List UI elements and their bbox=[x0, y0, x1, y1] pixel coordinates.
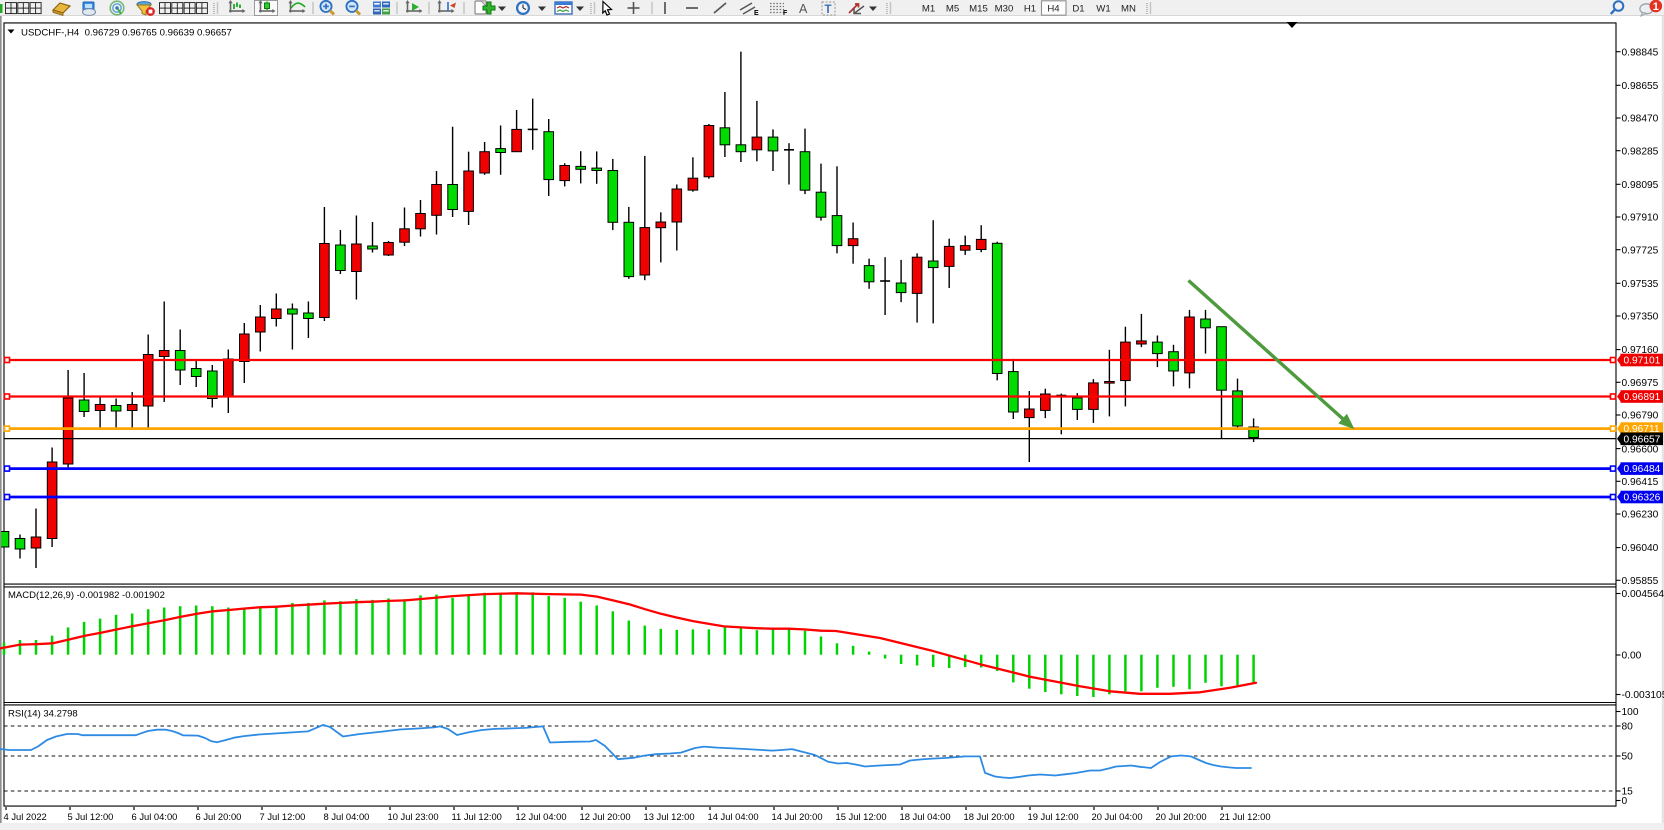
svg-text:0.96415: 0.96415 bbox=[1622, 477, 1659, 488]
svg-text:0.96484: 0.96484 bbox=[1624, 464, 1661, 475]
svg-text:14 Jul 20:00: 14 Jul 20:00 bbox=[772, 811, 823, 822]
svg-text:0.98095: 0.98095 bbox=[1622, 180, 1659, 191]
svg-text:6 Jul 04:00: 6 Jul 04:00 bbox=[132, 811, 178, 822]
svg-text:15 Jul 12:00: 15 Jul 12:00 bbox=[836, 811, 887, 822]
svg-text:MACD(12,26,9) -0.001982 -0.001: MACD(12,26,9) -0.001982 -0.001902 bbox=[8, 590, 165, 601]
svg-text:MN: MN bbox=[1121, 4, 1136, 15]
svg-text:19 Jul 12:00: 19 Jul 12:00 bbox=[1028, 811, 1079, 822]
svg-text:100: 100 bbox=[1622, 707, 1639, 718]
svg-text:0.96326: 0.96326 bbox=[1624, 493, 1661, 504]
svg-text:18 Jul 20:00: 18 Jul 20:00 bbox=[964, 811, 1015, 822]
svg-text:0.96975: 0.96975 bbox=[1622, 378, 1659, 389]
svg-text:7 Jul 12:00: 7 Jul 12:00 bbox=[260, 811, 306, 822]
svg-text:0.97535: 0.97535 bbox=[1622, 279, 1659, 290]
svg-text:1: 1 bbox=[1653, 1, 1659, 13]
svg-text:0.96711: 0.96711 bbox=[1624, 424, 1660, 435]
svg-text:M15: M15 bbox=[969, 4, 988, 15]
svg-text:0.98655: 0.98655 bbox=[1622, 81, 1659, 92]
svg-text:M30: M30 bbox=[995, 4, 1014, 15]
svg-text:20 Jul 20:00: 20 Jul 20:00 bbox=[1156, 811, 1207, 822]
svg-text:80: 80 bbox=[1622, 722, 1634, 733]
svg-text:T: T bbox=[825, 4, 832, 16]
svg-text:M5: M5 bbox=[946, 4, 959, 15]
svg-text:20 Jul 04:00: 20 Jul 04:00 bbox=[1092, 811, 1143, 822]
svg-text:E: E bbox=[754, 10, 759, 17]
svg-text:D1: D1 bbox=[1072, 4, 1084, 15]
svg-text:0.97350: 0.97350 bbox=[1622, 312, 1659, 323]
svg-text:6 Jul 20:00: 6 Jul 20:00 bbox=[196, 811, 242, 822]
svg-text:0.98470: 0.98470 bbox=[1622, 114, 1659, 125]
svg-text:0.97160: 0.97160 bbox=[1622, 345, 1659, 356]
svg-text:15: 15 bbox=[1622, 787, 1634, 798]
svg-text:0.96790: 0.96790 bbox=[1622, 411, 1659, 422]
svg-text:F: F bbox=[783, 10, 788, 17]
svg-text:USDCHF-,H4 0.96729 0.96765 0.: USDCHF-,H4 0.96729 0.96765 0.96639 0.966… bbox=[21, 28, 232, 39]
svg-text:8 Jul 04:00: 8 Jul 04:00 bbox=[324, 811, 370, 822]
svg-text:0.96891: 0.96891 bbox=[1624, 392, 1661, 403]
svg-text:0.97101: 0.97101 bbox=[1624, 356, 1661, 367]
svg-text:0.97910: 0.97910 bbox=[1622, 213, 1659, 224]
svg-text:21 Jul 12:00: 21 Jul 12:00 bbox=[1220, 811, 1271, 822]
svg-text:0.98285: 0.98285 bbox=[1622, 146, 1659, 157]
svg-text:H4: H4 bbox=[1047, 4, 1060, 15]
svg-text:0.97725: 0.97725 bbox=[1622, 245, 1659, 256]
svg-text:12 Jul 04:00: 12 Jul 04:00 bbox=[516, 811, 567, 822]
svg-text:0.004564: 0.004564 bbox=[1622, 589, 1664, 600]
svg-text:0.00: 0.00 bbox=[1622, 651, 1642, 662]
svg-text:4 Jul 2022: 4 Jul 2022 bbox=[4, 811, 47, 822]
svg-text:M1: M1 bbox=[922, 4, 935, 15]
svg-text:50: 50 bbox=[1622, 752, 1634, 763]
svg-text:0.96040: 0.96040 bbox=[1622, 543, 1659, 554]
svg-text:18 Jul 04:00: 18 Jul 04:00 bbox=[900, 811, 951, 822]
svg-text:0.96600: 0.96600 bbox=[1622, 445, 1659, 456]
svg-text:0: 0 bbox=[1622, 796, 1628, 807]
svg-text:0.98845: 0.98845 bbox=[1622, 47, 1659, 58]
svg-text:11 Jul 12:00: 11 Jul 12:00 bbox=[452, 811, 502, 822]
svg-text:H1: H1 bbox=[1024, 4, 1036, 15]
svg-text:10 Jul 23:00: 10 Jul 23:00 bbox=[388, 811, 439, 822]
svg-text:RSI(14) 34.2798: RSI(14) 34.2798 bbox=[8, 709, 78, 720]
svg-text:0.96657: 0.96657 bbox=[1624, 434, 1661, 445]
svg-text:14 Jul 04:00: 14 Jul 04:00 bbox=[708, 811, 759, 822]
svg-text:13 Jul 12:00: 13 Jul 12:00 bbox=[644, 811, 695, 822]
svg-text:W1: W1 bbox=[1096, 4, 1110, 15]
svg-text:12 Jul 20:00: 12 Jul 20:00 bbox=[580, 811, 631, 822]
svg-text:5 Jul 12:00: 5 Jul 12:00 bbox=[68, 811, 114, 822]
svg-text:A: A bbox=[799, 2, 808, 16]
svg-text:-0.003105: -0.003105 bbox=[1622, 690, 1664, 701]
svg-text:0.95855: 0.95855 bbox=[1622, 576, 1659, 587]
svg-text:0.96230: 0.96230 bbox=[1622, 510, 1659, 521]
